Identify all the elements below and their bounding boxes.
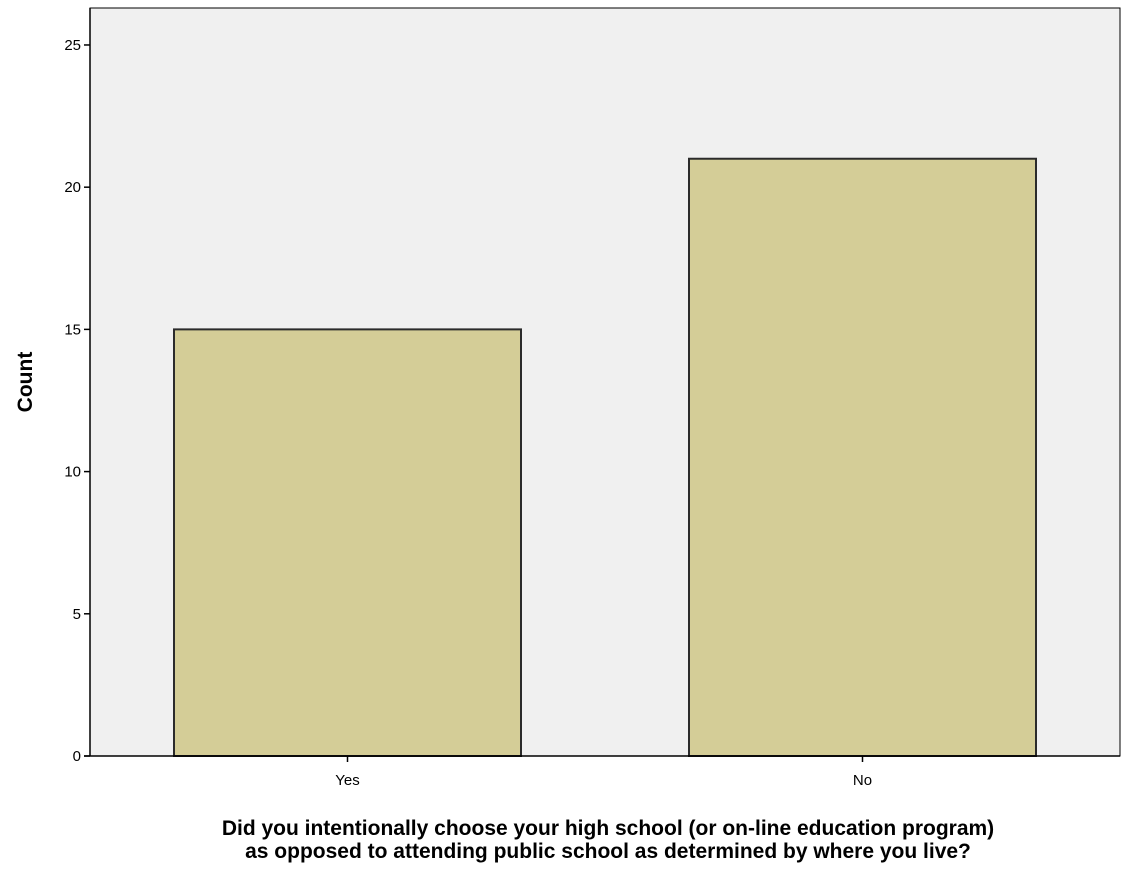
x-tick-label-yes: Yes (335, 772, 359, 789)
bars-group (173, 157, 1037, 757)
y-tick-label-20: 20 (64, 179, 81, 196)
y-tick-label-15: 15 (64, 321, 81, 338)
y-tick-label-25: 25 (64, 37, 81, 54)
x-tick-label-no: No (853, 772, 872, 789)
y-tick-label-10: 10 (64, 464, 81, 481)
x-axis-title-line-2: as opposed to attending public school as… (245, 840, 971, 863)
bar-yes (173, 328, 522, 757)
y-axis: 0 5 10 15 20 25 (64, 8, 91, 765)
y-axis-title: Count (14, 352, 37, 413)
x-axis-title-line-1: Did you intentionally choose your high s… (222, 817, 994, 840)
bar-no (688, 157, 1037, 757)
y-tick-label-0: 0 (73, 748, 81, 765)
y-tick-label-5: 5 (73, 606, 81, 623)
x-axis: Yes No (84, 755, 1120, 789)
